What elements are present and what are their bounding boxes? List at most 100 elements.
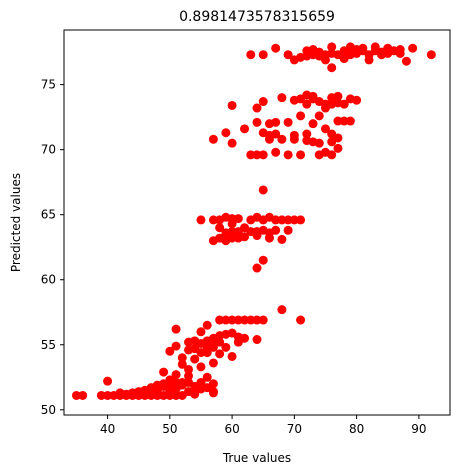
data-point xyxy=(246,150,256,160)
data-point xyxy=(202,342,212,352)
data-point xyxy=(171,370,181,380)
y-tick-label: 65 xyxy=(41,208,56,222)
data-point xyxy=(258,185,268,195)
x-tick-label: 80 xyxy=(349,422,364,436)
data-point xyxy=(221,128,231,138)
x-tick-label: 70 xyxy=(287,422,302,436)
x-tick-label: 60 xyxy=(224,422,239,436)
data-point xyxy=(246,50,256,60)
data-point xyxy=(71,390,81,400)
data-point xyxy=(352,95,362,105)
data-point xyxy=(227,227,237,237)
data-point xyxy=(264,134,274,144)
data-point xyxy=(258,255,268,265)
data-point xyxy=(208,342,218,352)
data-point xyxy=(252,117,262,127)
data-point xyxy=(252,231,262,241)
data-point xyxy=(215,349,225,359)
data-point xyxy=(264,233,274,243)
data-point xyxy=(240,124,250,134)
data-point xyxy=(240,315,250,325)
data-point xyxy=(177,359,187,369)
data-point xyxy=(296,315,306,325)
data-point xyxy=(277,215,287,225)
data-point xyxy=(184,371,194,381)
data-point xyxy=(296,215,306,225)
data-point xyxy=(327,42,337,52)
data-point xyxy=(146,390,156,400)
y-tick-label: 70 xyxy=(41,143,56,157)
chart-title: 0.8981473578315659 xyxy=(179,9,335,25)
data-point xyxy=(227,138,237,148)
data-point xyxy=(258,315,268,325)
data-point xyxy=(177,377,187,387)
data-point xyxy=(333,143,343,153)
data-point xyxy=(258,150,268,160)
data-point xyxy=(252,315,262,325)
data-point xyxy=(103,376,113,386)
data-point xyxy=(208,215,218,225)
data-point xyxy=(283,215,293,225)
data-point xyxy=(240,333,250,343)
x-tick-label: 90 xyxy=(411,422,426,436)
data-point xyxy=(395,48,405,58)
data-point xyxy=(258,50,268,60)
data-point xyxy=(202,372,212,382)
data-point xyxy=(345,116,355,126)
data-point xyxy=(208,134,218,144)
data-point xyxy=(320,55,330,65)
data-point xyxy=(227,219,237,229)
data-point xyxy=(271,117,281,127)
data-point xyxy=(215,337,225,347)
x-tick-label: 40 xyxy=(100,422,115,436)
data-point xyxy=(96,390,106,400)
data-point xyxy=(252,335,262,345)
data-point xyxy=(271,43,281,53)
data-point xyxy=(308,91,318,101)
data-point xyxy=(165,346,175,356)
data-point xyxy=(283,50,293,60)
data-point xyxy=(208,379,218,389)
data-point xyxy=(289,215,299,225)
data-point xyxy=(339,116,349,126)
data-point xyxy=(327,63,337,73)
data-point xyxy=(314,138,324,148)
data-point xyxy=(215,315,225,325)
y-tick-label: 50 xyxy=(41,403,56,417)
data-point xyxy=(196,348,206,358)
data-point xyxy=(240,232,250,242)
data-point xyxy=(190,354,200,364)
data-point xyxy=(78,390,88,400)
data-point xyxy=(296,111,306,121)
y-axis-ticks: 50 55 60 65 70 75 xyxy=(41,78,64,417)
data-point xyxy=(277,134,287,144)
data-point xyxy=(252,150,262,160)
data-point xyxy=(208,358,218,368)
data-point xyxy=(215,223,225,233)
data-point xyxy=(277,234,287,244)
data-point xyxy=(271,225,281,235)
data-point xyxy=(364,55,374,65)
data-point xyxy=(221,342,231,352)
data-point xyxy=(252,103,262,113)
data-point xyxy=(171,324,181,334)
data-point xyxy=(103,390,113,400)
data-point xyxy=(159,367,169,377)
data-point xyxy=(314,111,324,121)
data-point xyxy=(289,134,299,144)
data-point xyxy=(196,327,206,337)
data-point xyxy=(196,377,206,387)
x-axis-ticks: 40 50 60 70 80 90 xyxy=(100,415,427,436)
data-point xyxy=(190,389,200,399)
data-point xyxy=(165,390,175,400)
data-points xyxy=(71,42,436,400)
y-axis-label: Predicted values xyxy=(9,173,23,272)
x-axis-label: True values xyxy=(222,451,291,465)
data-point xyxy=(202,320,212,330)
data-point xyxy=(339,99,349,109)
data-point xyxy=(246,315,256,325)
data-point xyxy=(408,43,418,53)
data-point xyxy=(333,133,343,143)
data-point xyxy=(184,364,194,374)
